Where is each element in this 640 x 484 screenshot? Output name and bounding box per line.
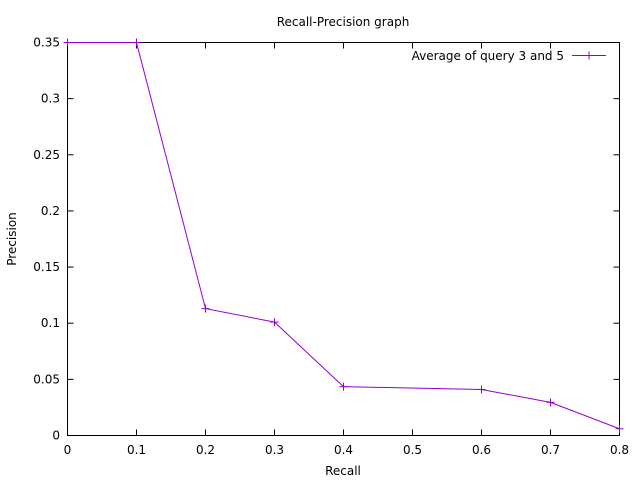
series-group: [63, 38, 624, 433]
x-tick-label: 0.1: [127, 443, 146, 457]
y-tick-label: 0: [52, 429, 60, 443]
legend: Average of query 3 and 5: [412, 49, 606, 63]
chart-title: Recall-Precision graph: [277, 15, 410, 29]
x-tick-label: 0.5: [403, 443, 422, 457]
legend-label: Average of query 3 and 5: [412, 49, 564, 63]
data-point-marker: [339, 382, 348, 391]
axis-ticks-group: 0 0.1 0.2 0.3 0.4 0.5 0.6 0.7 0.8 0 0.05 0.1 0.15 0.2…: [33, 36, 629, 458]
data-point-marker: [63, 38, 72, 47]
data-point-marker: [270, 318, 279, 327]
legend-swatch-marker: [585, 51, 593, 60]
x-tick-label: 0.6: [472, 443, 491, 457]
y-tick-label: 0.15: [33, 260, 60, 274]
y-tick-label: 0.25: [33, 148, 60, 162]
plot-frame: [67, 42, 620, 436]
x-tick-label: 0.8: [610, 443, 629, 457]
x-tick-label: 0.7: [541, 443, 560, 457]
x-axis-label: Recall: [325, 464, 361, 478]
data-point-marker: [615, 424, 624, 433]
x-tick-label: 0: [64, 443, 72, 457]
y-tick-label: 0.35: [33, 36, 60, 50]
x-tick-label: 0.3: [265, 443, 284, 457]
x-tick-label: 0.4: [334, 443, 353, 457]
x-tick-label: 0.2: [196, 443, 215, 457]
y-tick-label: 0.1: [41, 316, 60, 330]
series-line: [67, 42, 620, 430]
data-point-marker: [477, 385, 486, 394]
y-tick-label: 0.05: [33, 372, 60, 386]
y-tick-label: 0.2: [41, 204, 60, 218]
data-point-marker: [201, 304, 210, 313]
y-tick-label: 0.3: [41, 92, 60, 106]
y-axis-label: Precision: [5, 212, 19, 266]
data-point-marker: [546, 398, 555, 407]
data-point-marker: [132, 38, 141, 47]
